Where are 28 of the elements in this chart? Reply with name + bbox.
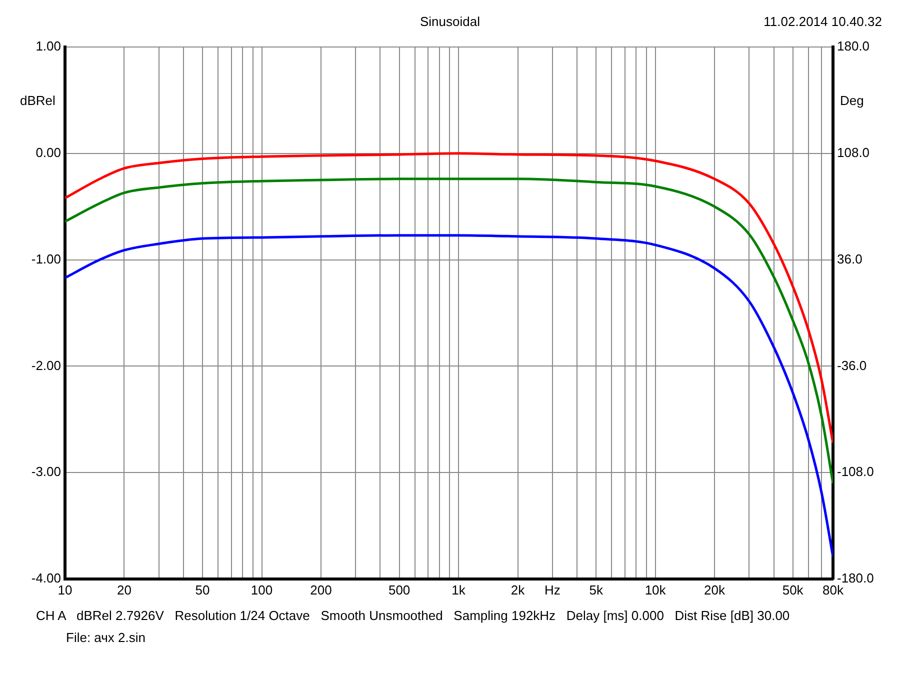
x-tick-label: 10k: [644, 582, 666, 598]
x-tick-label: 2k: [510, 582, 526, 598]
y2-tick-label: -108.0: [837, 464, 874, 480]
y-axis-title: dBRel: [20, 93, 56, 108]
y2-tick-label: -36.0: [837, 358, 867, 373]
y-tick-label: 1.00: [36, 38, 61, 54]
x-tick-label: 500: [388, 582, 410, 598]
y-tick-label: -1.00: [31, 251, 61, 266]
x-tick-label: Hz: [544, 582, 560, 598]
x-tick-label: 1k: [452, 582, 466, 598]
text: CH A dBRel 2.7926V Resolution 1/24 Octave Smooth Unsmoothed Sampling 192kHz Delay [ms] 0.000 Dist Rise [dB] 30.00: [36, 608, 790, 623]
y2-tick-label: 36.0: [837, 251, 862, 266]
y-tick-label: -2.00: [31, 358, 61, 373]
y2-tick-label: 180.0: [837, 38, 870, 54]
y-tick-label: 0.00: [36, 144, 61, 160]
text: File: ачх 2.sin: [66, 630, 146, 645]
text: 11.02.2014 10.40.32: [764, 14, 882, 29]
x-tick-label: 200: [310, 582, 332, 598]
y2-axis-title: Deg: [840, 93, 864, 108]
x-tick-label: 50: [195, 582, 210, 598]
y2-tick-label: 108.0: [837, 144, 870, 160]
x-tick-label: 20: [117, 582, 132, 598]
x-tick-label: 50k: [782, 582, 804, 598]
chart-title: Sinusoidal: [420, 14, 480, 29]
x-tick-label: 20k: [704, 582, 726, 598]
x-tick-label: 5k: [589, 582, 604, 598]
y-tick-label: -3.00: [31, 464, 61, 480]
x-tick-label: 100: [250, 582, 273, 598]
